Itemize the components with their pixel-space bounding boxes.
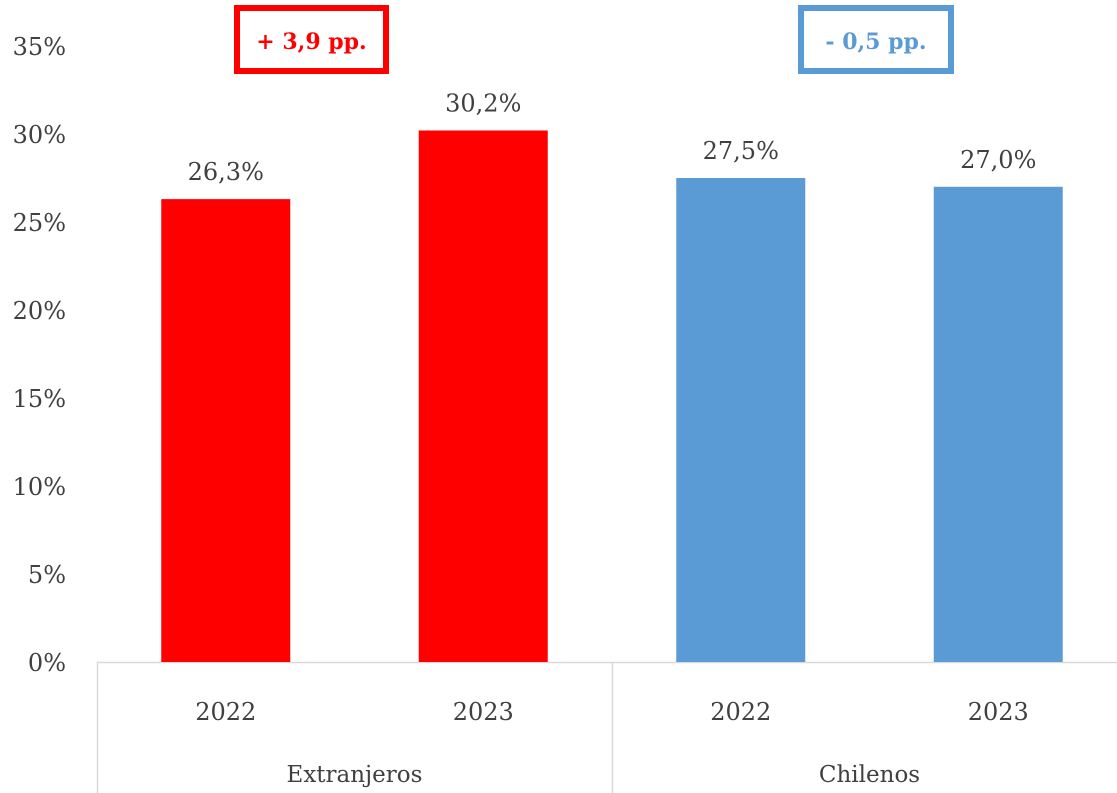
y-tick-label: 5%: [28, 561, 66, 589]
bar: [676, 178, 806, 662]
x-category-label: 2022: [195, 698, 256, 726]
group-label: Chilenos: [819, 762, 920, 788]
bar: [418, 130, 548, 663]
data-label: 27,0%: [960, 146, 1036, 174]
data-label: 30,2%: [445, 89, 521, 117]
y-tick-label: 10%: [13, 473, 66, 501]
x-category-label: 2022: [710, 698, 771, 726]
y-tick-label: 30%: [13, 121, 66, 149]
y-tick-label: 15%: [13, 385, 66, 413]
change-annotation-box: [234, 5, 389, 74]
y-tick-label: 25%: [13, 209, 66, 237]
data-label: 27,5%: [703, 137, 779, 165]
data-label: 26,3%: [188, 158, 264, 186]
change-annotation-text: - 0,5 pp.: [825, 29, 926, 55]
change-annotation-text: + 3,9 pp.: [256, 29, 366, 55]
y-tick-label: 0%: [28, 649, 66, 677]
y-tick-label: 20%: [13, 297, 66, 325]
bar: [933, 186, 1063, 663]
bar: [161, 199, 291, 662]
y-tick-label: 35%: [13, 33, 66, 61]
change-annotation-box: [798, 5, 954, 74]
x-category-label: 2023: [968, 698, 1029, 726]
group-label: Extranjeros: [287, 762, 423, 788]
x-category-label: 2023: [453, 698, 514, 726]
